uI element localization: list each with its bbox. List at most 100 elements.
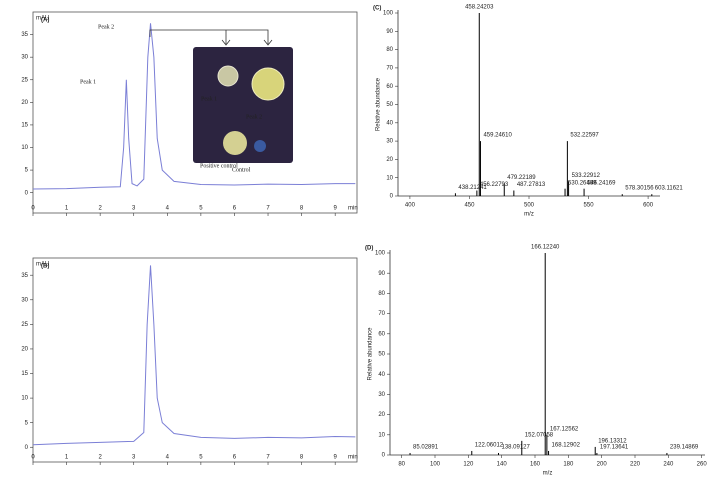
y-tick-label: 50 <box>378 352 385 358</box>
y-tick-label: 10 <box>378 432 385 438</box>
y-tick-label: 0 <box>25 190 29 196</box>
y-tick-label: 30 <box>21 297 28 303</box>
x-tick-label: 400 <box>405 203 416 209</box>
peak-label: 152.07058 <box>525 432 554 438</box>
y-tick-label: 30 <box>21 55 28 61</box>
peak-label: 532.22597 <box>570 133 599 139</box>
peak-label: 546.24169 <box>587 180 616 186</box>
x-tick-label: 550 <box>584 203 595 209</box>
y-axis-label: mAU <box>36 262 49 268</box>
x-tick-label: 5 <box>199 206 203 212</box>
x-tick-label: 220 <box>630 462 641 468</box>
y-tick-label: 10 <box>21 145 28 151</box>
y-tick-label: 15 <box>21 371 28 377</box>
y-tick-label: 90 <box>378 271 385 277</box>
peak-label: 138.09127 <box>501 445 530 451</box>
x-tick-label: 9 <box>334 206 338 212</box>
x-tick-label: 600 <box>643 203 654 209</box>
x-tick-label: 180 <box>563 462 574 468</box>
peak-label: 456.22793 <box>480 182 509 188</box>
arrow <box>149 29 273 46</box>
x-tick-label: 140 <box>497 462 508 468</box>
y-axis-label: mAU <box>36 16 49 22</box>
peak-label: 85.02891 <box>413 445 439 451</box>
peak-label: 122.06012 <box>475 443 504 449</box>
chromatogram-line <box>32 23 356 190</box>
x-tick-label: 4 <box>166 206 170 212</box>
peak-label: 166.12240 <box>531 245 560 251</box>
peak-label: 168.12902 <box>552 443 581 449</box>
y-tick-label: 30 <box>378 392 385 398</box>
y-tick-label: 40 <box>386 120 393 126</box>
peak-label: 479.22189 <box>507 175 536 181</box>
peak-label: 578.30156 <box>625 186 654 192</box>
x-tick-label: 450 <box>464 203 475 209</box>
y-tick-label: 5 <box>25 420 29 426</box>
x-tick-label: 6 <box>233 206 237 212</box>
y-tick-label: 20 <box>378 412 385 418</box>
y-tick-label: 25 <box>21 322 28 328</box>
panel-label: (C) <box>373 6 381 12</box>
peak-label: 458.24203 <box>465 5 494 11</box>
x-tick-label: 6 <box>233 455 237 461</box>
y-tick-label: 0 <box>25 445 29 451</box>
peak-label: 487.27813 <box>517 182 546 188</box>
panel-label: (B) <box>41 264 49 270</box>
y-tick-label: 15 <box>21 122 28 128</box>
y-tick-label: 30 <box>386 139 393 145</box>
well <box>217 65 239 87</box>
plot-frame <box>32 257 358 463</box>
y-tick-label: 80 <box>378 291 385 297</box>
x-tick-label: 0 <box>31 206 35 212</box>
x-tick-label: 120 <box>463 462 474 468</box>
panel-label: (A) <box>41 18 49 24</box>
y-tick-label: 20 <box>386 157 393 163</box>
y-axis-label: Relative abundance <box>368 327 374 381</box>
y-tick-label: 70 <box>386 65 393 71</box>
y-tick-label: 25 <box>21 77 28 83</box>
x-tick-label: 3 <box>132 455 136 461</box>
peak-label: 239.14869 <box>670 445 699 451</box>
peak-label: 533.22912 <box>572 173 601 179</box>
annotation: Peak 1 <box>201 96 217 102</box>
x-tick-label: 7 <box>266 455 270 461</box>
x-axis-label: min <box>348 206 358 212</box>
x-tick-label: 5 <box>199 455 203 461</box>
well <box>251 67 285 101</box>
y-tick-label: 35 <box>21 32 28 38</box>
x-tick-label: 2 <box>98 206 102 212</box>
y-tick-label: 60 <box>378 331 385 337</box>
y-tick-label: 100 <box>383 11 394 17</box>
annotation: Positive control <box>200 163 238 169</box>
x-tick-label: 200 <box>597 462 608 468</box>
x-tick-label: 100 <box>430 462 441 468</box>
x-axis-label: m/z <box>543 471 553 477</box>
annotation: Peak 2 <box>98 24 114 30</box>
peak-label: 438.21241 <box>458 185 487 191</box>
annotation: Peak 2 <box>246 114 262 120</box>
y-tick-label: 100 <box>375 251 386 257</box>
y-tick-label: 5 <box>25 168 29 174</box>
y-tick-label: 40 <box>378 372 385 378</box>
y-tick-label: 50 <box>386 102 393 108</box>
x-tick-label: 0 <box>31 455 35 461</box>
y-tick-label: 10 <box>21 396 28 402</box>
chromatogram-line <box>32 265 356 446</box>
x-tick-label: 8 <box>300 206 304 212</box>
y-tick-label: 20 <box>21 347 28 353</box>
y-tick-label: 35 <box>21 273 28 279</box>
x-tick-label: 2 <box>98 455 102 461</box>
y-tick-label: 60 <box>386 84 393 90</box>
x-tick-label: 1 <box>65 455 69 461</box>
well <box>254 140 266 152</box>
annotation: Control <box>232 167 251 173</box>
x-tick-label: 160 <box>530 462 541 468</box>
y-tick-label: 0 <box>390 194 394 200</box>
peak-label: 197.13641 <box>600 445 629 451</box>
x-tick-label: 9 <box>334 455 338 461</box>
peak-label: 196.13312 <box>598 438 627 444</box>
peak-label: 603.11621 <box>655 186 684 192</box>
y-tick-label: 70 <box>378 311 385 317</box>
plot-frame <box>32 11 358 214</box>
